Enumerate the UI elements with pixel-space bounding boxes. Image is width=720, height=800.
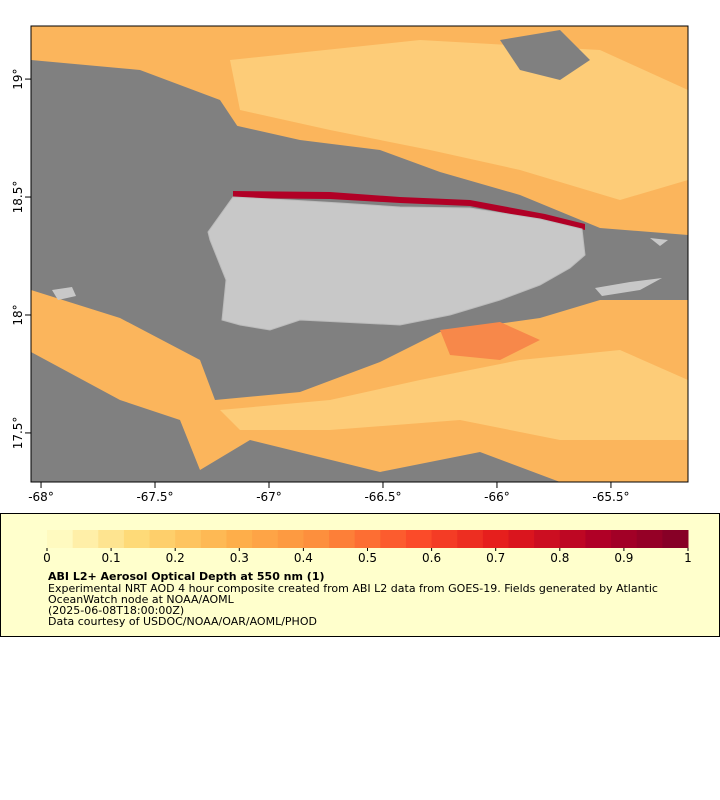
colorbar-tick-label: 0.1 <box>102 551 121 565</box>
colorbar-step <box>585 530 612 548</box>
land-islet <box>52 287 76 300</box>
colorbar-step <box>354 530 381 548</box>
x-tick-label: -67° <box>256 490 282 504</box>
colorbar-step <box>98 530 125 548</box>
colorbar-step <box>380 530 407 548</box>
colorbar-tick-label: 0.9 <box>614 551 633 565</box>
colorbar-tick-label: 0.6 <box>422 551 441 565</box>
colorbar-step <box>252 530 279 548</box>
caption-line: Data courtesy of USDOC/NOAA/OAR/AOML/PHO… <box>48 615 317 628</box>
colorbar-step <box>482 530 510 548</box>
colorbar-tick-label: 0 <box>43 551 51 565</box>
land-puerto-rico <box>207 196 586 331</box>
colorbar-step <box>457 530 484 548</box>
land-culebra <box>650 238 668 246</box>
colorbar-tick-label: 1 <box>684 551 692 565</box>
y-tick-label: 19° <box>11 68 25 89</box>
x-tick-label: -67.5° <box>136 490 173 504</box>
caption-title: ABI L2+ Aerosol Optical Depth at 550 nm … <box>48 570 325 583</box>
coastal-high-values <box>233 191 585 230</box>
caption-line: (2025-06-08T18:00:00Z) <box>48 604 184 617</box>
colorbar-step <box>329 530 356 548</box>
colorbar-step <box>277 530 304 548</box>
colorbar-step <box>123 530 151 548</box>
colorbar-tick-label: 0.8 <box>550 551 569 565</box>
colorbar: 0 0.1 0.2 0.3 0.4 0.5 0.6 0.7 0.8 0.9 1 <box>43 530 692 565</box>
colorbar-step <box>508 530 535 548</box>
x-tick-label: -66.5° <box>364 490 401 504</box>
colorbar-step <box>72 530 99 548</box>
colorbar-step <box>175 530 202 548</box>
no-data-patch <box>31 60 240 140</box>
colorbar-tick-label: 0.2 <box>166 551 185 565</box>
y-tick-label: 18.5° <box>11 181 25 214</box>
colorbar-step <box>662 530 689 548</box>
colorbar-step <box>405 530 433 548</box>
x-tick-label: -66° <box>484 490 510 504</box>
colorbar-step <box>559 530 586 548</box>
colorbar-step <box>303 530 330 548</box>
land-vieques <box>595 278 662 296</box>
colorbar-step <box>611 530 638 548</box>
colorbar-step <box>534 530 561 548</box>
y-tick-label: 17.5° <box>11 417 25 450</box>
x-tick-label: -65.5° <box>592 490 629 504</box>
colorbar-step <box>47 530 74 548</box>
colorbar-step <box>200 530 227 548</box>
map-frame <box>30 25 689 483</box>
aerosol-field-south-high <box>440 322 540 360</box>
map-area <box>30 25 689 483</box>
y-tick-label: 18° <box>11 304 25 325</box>
colorbar-step <box>149 530 176 548</box>
no-data-patch <box>31 380 160 482</box>
colorbar-step <box>226 530 253 548</box>
colorbar-step <box>431 530 458 548</box>
colorbar-tick-label: 0.3 <box>230 551 249 565</box>
aerosol-field-north-light <box>230 40 688 200</box>
colorbar-tick-label: 0.7 <box>486 551 505 565</box>
colorbar-step <box>636 530 663 548</box>
colorbar-tick-label: 0.4 <box>294 551 313 565</box>
caption-line: Experimental NRT AOD 4 hour composite cr… <box>48 582 658 595</box>
x-tick-label: -68° <box>28 490 54 504</box>
aerosol-field-south-light <box>220 350 688 440</box>
no-data-patch <box>500 30 590 80</box>
caption-line: OceanWatch node at NOAA/AOML <box>48 593 235 606</box>
colorbar-tick-label: 0.5 <box>358 551 377 565</box>
